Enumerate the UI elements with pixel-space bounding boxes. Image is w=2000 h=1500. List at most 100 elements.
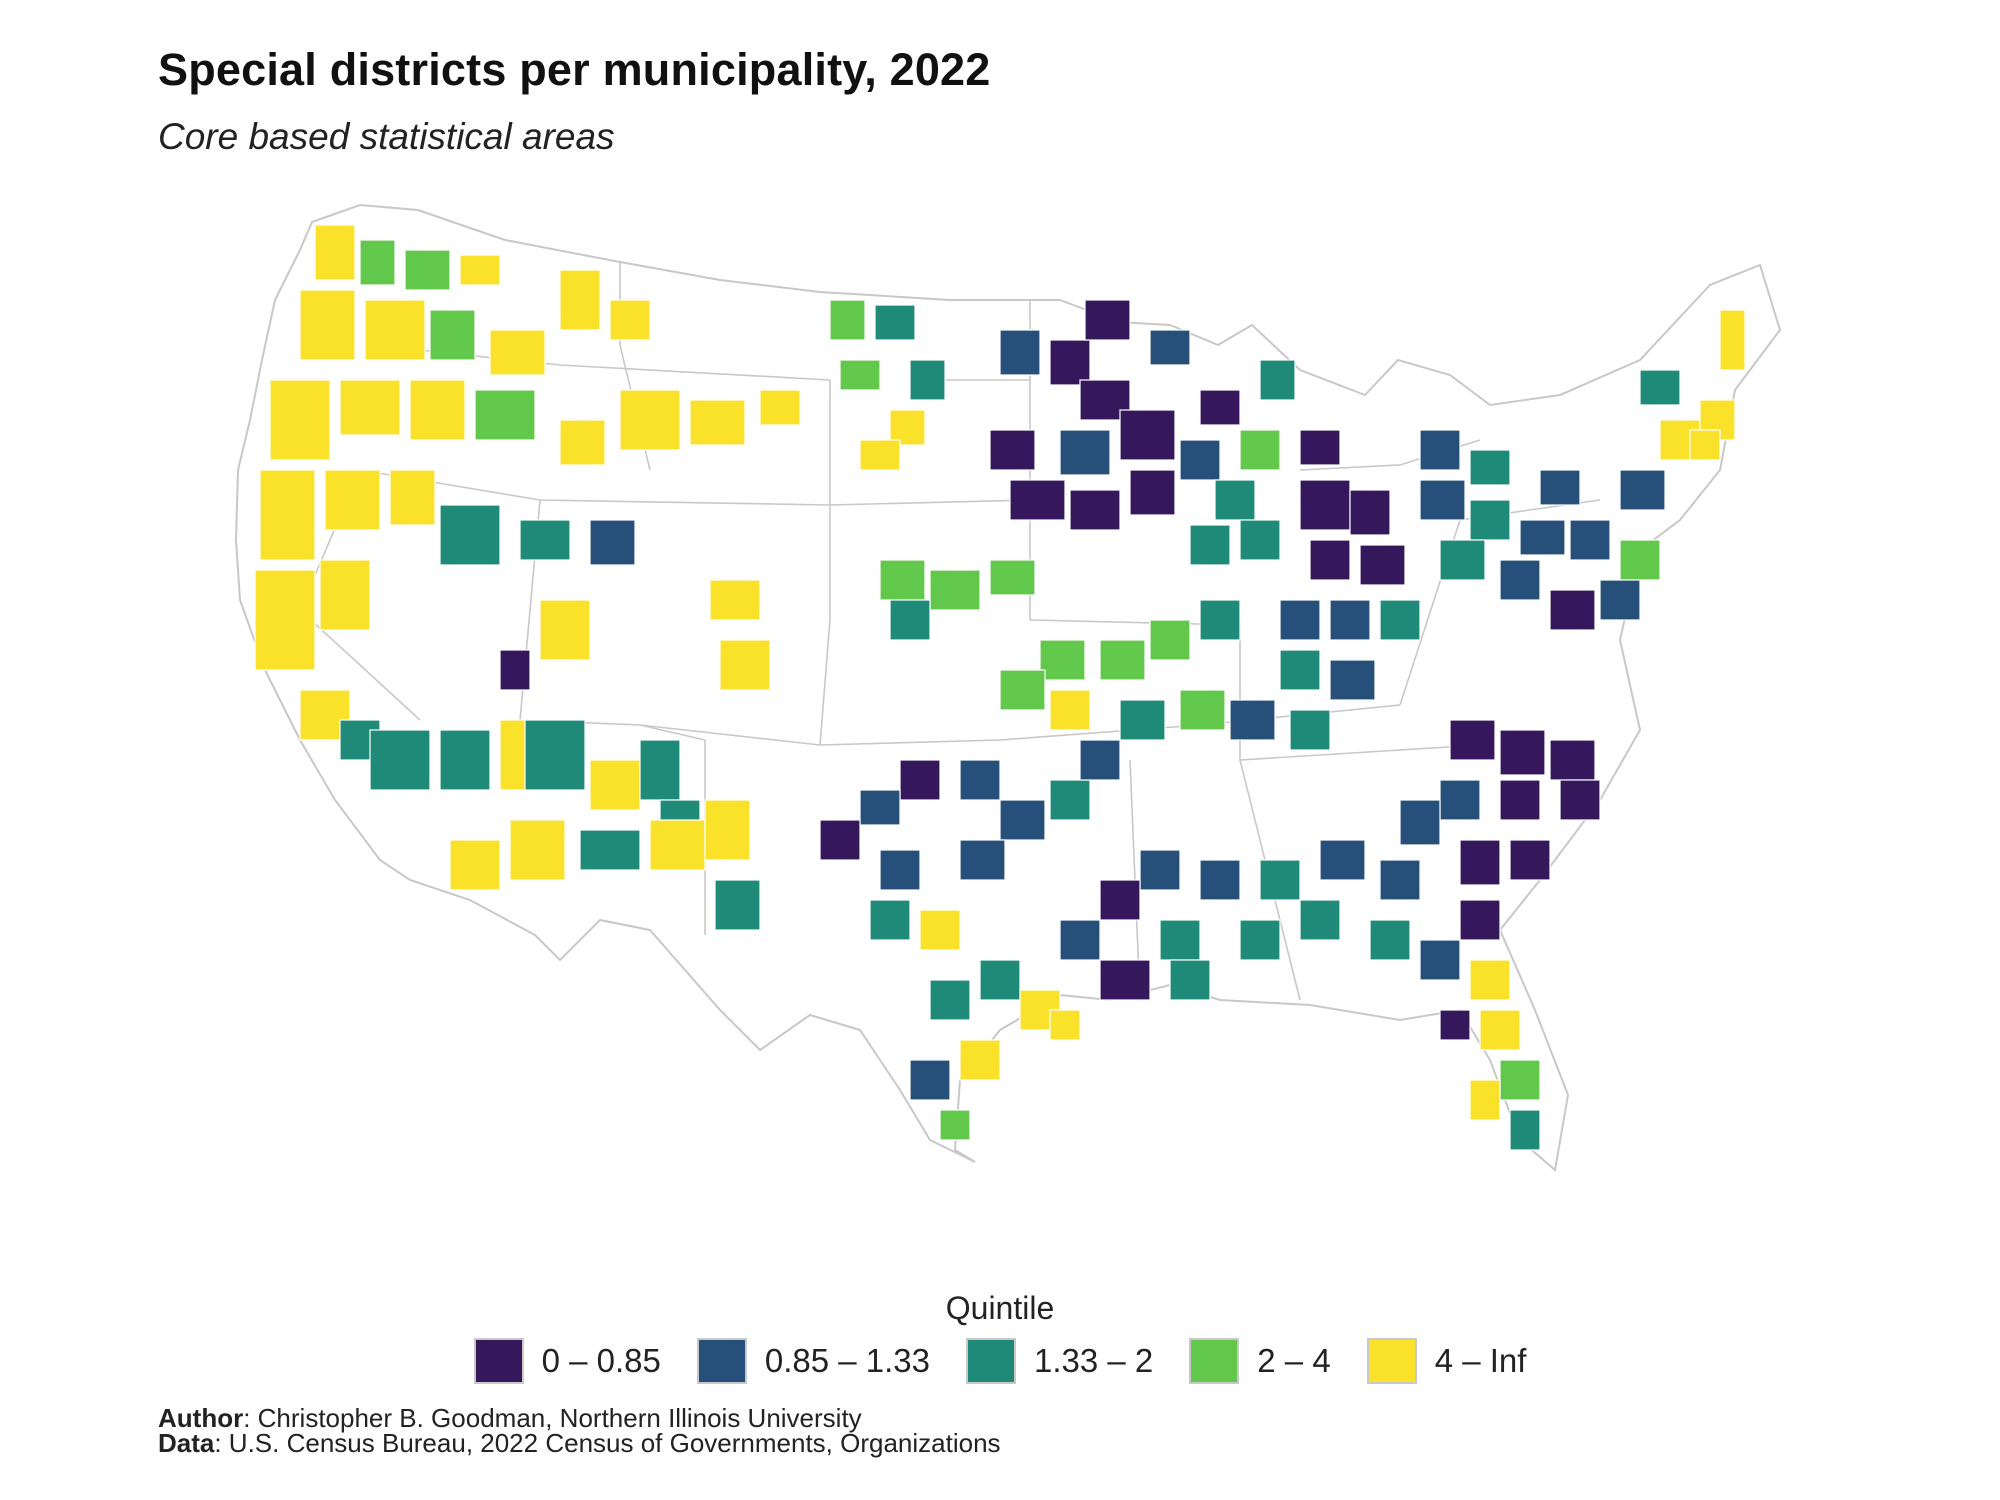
- cbsa-patch: [979, 959, 1021, 1001]
- cbsa-patch: [1099, 879, 1141, 921]
- cbsa-patch: [474, 389, 536, 441]
- cbsa-patch: [714, 879, 761, 931]
- cbsa-patch: [1329, 659, 1376, 701]
- legend-swatch-q4: [1189, 1338, 1240, 1384]
- cbsa-patch: [999, 669, 1046, 711]
- cbsa-patch: [1419, 429, 1461, 471]
- cbsa-patch: [1469, 449, 1511, 486]
- cbsa-patch: [959, 759, 1001, 801]
- cbsa-patch: [874, 304, 916, 341]
- cbsa-patch: [889, 599, 931, 641]
- cbsa-patch: [1689, 429, 1721, 461]
- cbsa-patch: [1379, 599, 1421, 641]
- legend-item-q4: 2 – 4: [1189, 1338, 1331, 1384]
- cbsa-patch: [1214, 479, 1256, 521]
- legend-item-q1: 0 – 0.85: [473, 1338, 661, 1384]
- cbsa-patch: [1189, 524, 1231, 566]
- cbsa-patch: [369, 729, 431, 791]
- data-key: Data: [158, 1428, 215, 1458]
- cbsa-patch: [1439, 1009, 1471, 1041]
- cbsa-patch: [1259, 359, 1296, 401]
- cbsa-patch: [1084, 299, 1131, 341]
- cbsa-patch: [299, 689, 351, 741]
- cbsa-patch: [869, 899, 911, 941]
- cbsa-patch: [1499, 729, 1546, 776]
- cbsa-patch: [889, 409, 926, 446]
- cbsa-patch: [1049, 779, 1091, 821]
- cbsa-patch: [1479, 1009, 1521, 1051]
- cbsa-patch: [439, 729, 491, 791]
- cbsa-patch: [1369, 919, 1411, 961]
- cbsa-patch: [409, 379, 466, 441]
- cbsa-patch: [1239, 429, 1281, 471]
- cbsa-patch: [1459, 839, 1501, 886]
- author-value: : Christopher B. Goodman, Northern Illin…: [243, 1403, 862, 1433]
- data-line: Data: U.S. Census Bureau, 2022 Census of…: [158, 1428, 1001, 1458]
- cbsa-patch: [1299, 429, 1341, 466]
- map-subtitle: Core based statistical areas: [158, 116, 615, 157]
- cbsa-patch: [1179, 689, 1226, 731]
- cbsa-patch: [759, 389, 801, 426]
- cbsa-patch: [1149, 329, 1191, 366]
- legend-label-q2: 0.85 – 1.33: [764, 1342, 930, 1379]
- cbsa-patch: [609, 299, 651, 341]
- cbsa-patch: [989, 429, 1036, 471]
- cbsa-patch: [719, 639, 771, 691]
- legend-item-q3: 1.33 – 2: [966, 1338, 1153, 1384]
- cbsa-patch: [1559, 779, 1601, 821]
- cbsa-patch: [1599, 579, 1641, 621]
- author-line: Author: Christopher B. Goodman, Northern…: [158, 1403, 1001, 1433]
- cbsa-patch: [559, 419, 606, 466]
- cbsa-patch: [1129, 469, 1176, 516]
- cbsa-patch: [1449, 719, 1496, 761]
- cbsa-patch: [1359, 544, 1406, 586]
- cbsa-patch: [1459, 899, 1501, 941]
- cbsa-patch: [1239, 919, 1281, 961]
- cbsa-patch: [559, 269, 601, 331]
- cbsa-patch: [429, 309, 476, 361]
- cbsa-patch: [1079, 739, 1121, 781]
- legend-swatch-q5: [1366, 1338, 1417, 1384]
- legend-label-q5: 4 – Inf: [1434, 1342, 1527, 1379]
- cbsa-patch: [1319, 839, 1366, 881]
- cbsa-patch: [1439, 539, 1486, 581]
- cbsa-patch: [1069, 489, 1121, 531]
- cbsa-patch: [404, 249, 451, 291]
- cbsa-patch: [1229, 699, 1276, 741]
- cbsa-patch: [259, 469, 316, 561]
- cbsa-patch: [1199, 389, 1241, 426]
- cbsa-patch: [1279, 649, 1321, 691]
- cbsa-patch: [299, 289, 356, 361]
- cbsa-patch: [1539, 469, 1581, 506]
- cbsa-patch: [999, 329, 1041, 376]
- cbsa-patch: [1299, 899, 1341, 941]
- cbsa-patch: [1169, 959, 1211, 1001]
- legend-title: Quintile: [945, 1290, 1055, 1326]
- cbsa-patch: [1379, 859, 1421, 901]
- cbsa-patch: [1569, 519, 1611, 561]
- cbsa-patch: [589, 519, 636, 566]
- cbsa-patch: [1499, 779, 1541, 821]
- cbsa-patch: [1419, 479, 1466, 521]
- cbsa-patch: [539, 599, 591, 661]
- cbsa-patch: [1619, 539, 1661, 581]
- cbsa-patch: [909, 1059, 951, 1101]
- cbsa-patch: [1049, 689, 1091, 731]
- cbsa-patch: [1519, 519, 1566, 556]
- cbsa-patch: [1419, 939, 1461, 981]
- cbsa-patch: [509, 819, 566, 881]
- cbsa-patch: [1439, 779, 1481, 821]
- cbsa-patch: [1549, 739, 1596, 781]
- legend-label-q1: 0 – 0.85: [541, 1342, 661, 1379]
- legend-swatch-q3: [966, 1338, 1016, 1384]
- cbsa-patch: [1399, 799, 1441, 846]
- cbsa-regions: [254, 224, 1746, 1151]
- cbsa-patch: [819, 819, 861, 861]
- map-title: Special districts per municipality, 2022: [158, 44, 991, 95]
- cbsa-patch: [1259, 859, 1301, 901]
- cbsa-patch: [1149, 619, 1191, 661]
- cbsa-patch: [1349, 489, 1391, 536]
- cbsa-patch: [919, 909, 961, 951]
- cbsa-patch: [319, 559, 371, 631]
- cbsa-patch: [519, 519, 571, 561]
